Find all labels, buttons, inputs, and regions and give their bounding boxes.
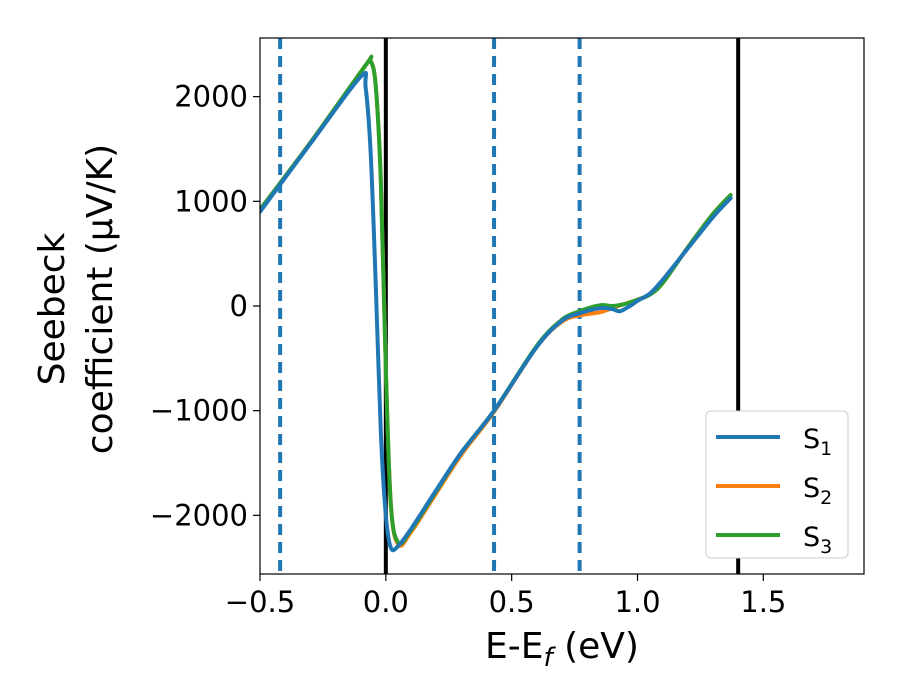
y-tick-label: −2000 (150, 498, 248, 532)
x-tick-label: 1.0 (614, 585, 660, 619)
y-tick-label: 2000 (174, 80, 248, 114)
y-tick-label: −1000 (150, 394, 248, 428)
x-tick-label: −0.5 (225, 585, 295, 619)
x-tick-label: 1.5 (740, 585, 786, 619)
y-tick-label: 0 (230, 289, 248, 323)
y-axis-title-line1: Seebeck (32, 232, 73, 385)
x-tick-label: 0.5 (489, 585, 535, 619)
x-tick-label: 0.0 (363, 585, 409, 619)
y-tick-label: 1000 (174, 184, 248, 218)
x-axis-title: E-Ef (eV) (485, 626, 639, 673)
y-axis-title-line2: coefficient (μV/K) (80, 144, 121, 454)
